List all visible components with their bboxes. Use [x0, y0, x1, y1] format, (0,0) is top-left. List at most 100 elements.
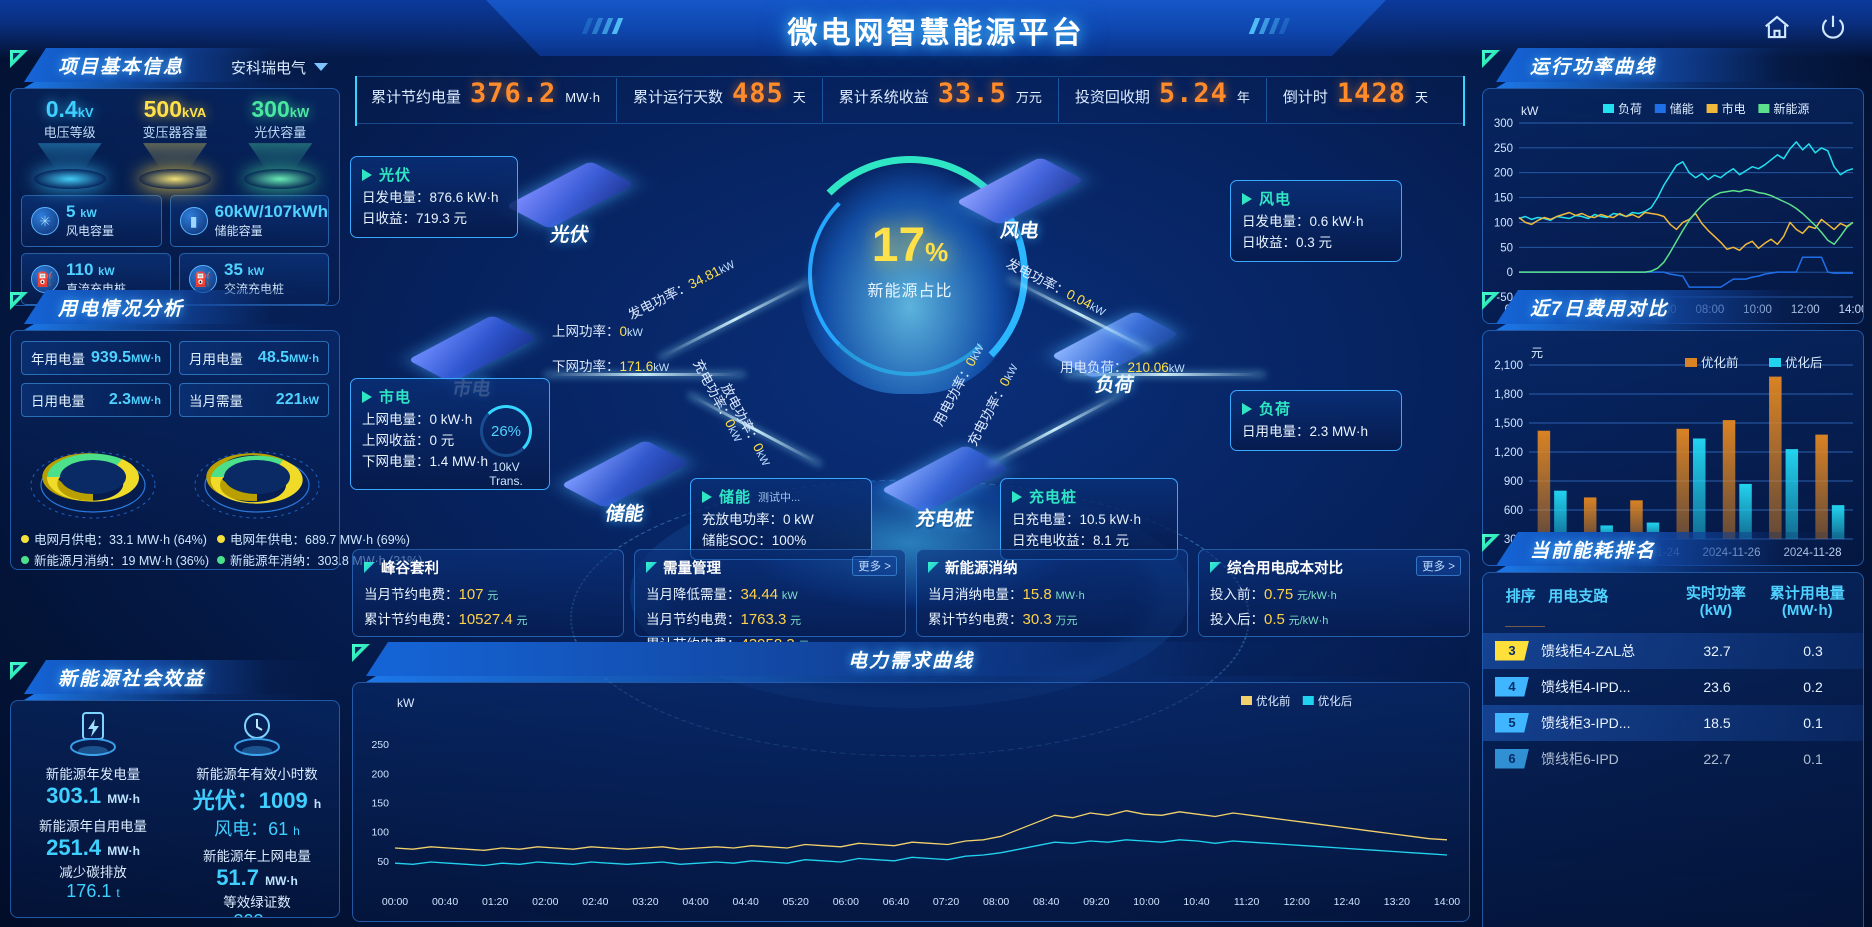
node-wind[interactable]: 风电 — [955, 156, 1085, 243]
svg-text:06:40: 06:40 — [883, 896, 909, 908]
grid-tower-icon — [407, 314, 537, 384]
card-title: 市电 — [379, 389, 412, 406]
svg-text:10:00: 10:00 — [1133, 896, 1159, 908]
mini-value: 60kW/107kWh — [214, 202, 328, 222]
more-button[interactable]: 更多 > — [852, 556, 897, 576]
legend-swatch-icon — [21, 534, 29, 543]
card-row: 充放电功率：0 kW — [702, 512, 814, 527]
social-value-3: 303 — [233, 911, 263, 917]
flow-line-mains — [545, 373, 745, 376]
power-icon[interactable] — [1818, 12, 1848, 42]
table-row[interactable]: 3 馈线柜4-ZAL总 32.7 0.3 — [1483, 632, 1863, 669]
row-power: 18.5 — [1703, 714, 1731, 731]
card-unit: 元 — [790, 615, 802, 627]
usage-value: 2.3 — [108, 391, 132, 408]
social-value-pv: 光伏：1009 — [192, 788, 308, 813]
corner-marker-icon — [352, 644, 370, 662]
card-title: 充电桩 — [1029, 489, 1078, 506]
panel-demand-curve: 电力需求曲线 50 100 150 200 250 00:00 00:40 01:20 02:0… — [352, 642, 1470, 922]
kpi-unit: 年 — [1236, 90, 1250, 105]
kpi-value: 376.2 — [470, 78, 557, 109]
svg-text:12:00: 12:00 — [1284, 896, 1310, 908]
usage-value: 221 — [275, 391, 303, 408]
node-label: 储能 — [603, 504, 646, 525]
arrow-right-icon — [1012, 490, 1022, 503]
marker-icon — [928, 562, 939, 573]
card-unit: 元 — [487, 590, 499, 602]
panel-body: 新能源年发电量 303.1 MW·h 新能源年自用电量 251.4 MW·h 减… — [10, 700, 340, 918]
capacity-unit: kW — [289, 105, 310, 120]
wind-turbine-icon: ✳ — [31, 207, 59, 236]
node-pv[interactable]: 光伏 — [505, 160, 635, 247]
card-key: 当月消纳电量： — [928, 587, 1023, 602]
card-row: 储能SOC：100% — [702, 532, 807, 548]
mini-unit: kW — [80, 208, 97, 221]
gauge-value: 26% — [480, 405, 532, 457]
card-unit: MW·h — [1055, 590, 1085, 602]
svg-text:14:00: 14:00 — [1434, 896, 1460, 908]
card-unit: kW — [781, 590, 798, 602]
rank-badge: 4 — [1495, 676, 1529, 697]
home-icon[interactable] — [1762, 12, 1792, 42]
social-label-3: 减少碳排放 — [59, 865, 127, 880]
node-charger[interactable]: 充电桩 — [880, 444, 1010, 531]
usage-unit: MW·h — [131, 395, 161, 407]
summary-card-demand-management: 需量管理 更多 > 当月降低需量：34.44 kW 当月节约电费：1763.3 … — [634, 549, 906, 653]
panel-usage-analysis: 用电情况分析 年用电量 939.5MW·h 月用电量 48.5MW·h 日用电量… — [10, 290, 422, 570]
card-load: 负荷 日用电量：2.3 MW·h — [1230, 390, 1402, 451]
legend-swatch-icon — [21, 555, 29, 564]
card-key: 累计节约电费： — [928, 612, 1023, 627]
table-row[interactable]: 6 馈线柜6-IPD 22.7 0.1 — [1483, 741, 1863, 777]
panel-body: 排序 用电支路 实时功率 (kW) 累计用电量 (MW·h) 3 馈线柜4-ZAL总… — [1482, 572, 1864, 927]
charger-icon: ⛽ — [189, 265, 217, 294]
flow-unit: kW — [627, 327, 643, 339]
donut-chart-month — [30, 451, 156, 519]
svg-text:1,200: 1,200 — [1494, 447, 1523, 459]
card-value: 1763.3 — [740, 611, 787, 628]
share-value: 17 — [871, 219, 926, 272]
row-branch: 馈线柜4-ZAL总 — [1541, 642, 1636, 659]
mini-label: 储能容量 — [214, 223, 263, 238]
flow-line-load — [1065, 373, 1265, 376]
page-title: 微电网智慧能源平台 — [787, 17, 1085, 50]
more-button[interactable]: 更多 > — [1416, 556, 1461, 576]
chevron-down-icon[interactable] — [314, 63, 328, 71]
svg-text:10:40: 10:40 — [1183, 896, 1209, 908]
corner-marker-icon — [10, 292, 28, 310]
svg-text:08:00: 08:00 — [983, 896, 1009, 908]
kpi-label: 累计运行天数 — [632, 89, 723, 106]
legend-swatch-icon — [217, 555, 226, 564]
table-body: 3 馈线柜4-ZAL总 32.7 0.3 4 馈线柜4-IPD... 23.6 … — [1483, 632, 1863, 777]
social-unit-wind: h — [293, 824, 300, 838]
project-select-value[interactable]: 安科瑞电气 — [230, 60, 306, 77]
legend-text: 电网年供电：689.7 MW·h (69%) — [230, 533, 410, 547]
table-row[interactable]: 4 馈线柜4-IPD... 23.6 0.2 — [1483, 669, 1863, 705]
social-label: 新能源年发电量 — [45, 767, 141, 782]
kpi-item: 投资回收期 5.24 年 — [1059, 78, 1267, 122]
node-storage[interactable]: 储能 — [560, 439, 690, 526]
gauge-label: 10kV Trans. — [489, 460, 523, 488]
kpi-value: 33.5 — [937, 78, 1007, 109]
usage-key: 月用电量 — [189, 352, 243, 367]
demand-curve-chart: 50 100 150 200 250 00:00 00:40 01:20 02:00 02:40 0… — [371, 694, 1460, 908]
usage-key: 当月需量 — [189, 394, 243, 409]
social-value: 303.1 — [46, 783, 102, 808]
capacity-unit: kV — [77, 105, 94, 120]
card-value: 0.5 — [1264, 611, 1285, 628]
card-row: 日发电量：0.6 kW·h — [1242, 214, 1364, 229]
row-power: 22.7 — [1703, 750, 1731, 767]
social-label-2: 新能源年上网电量 — [203, 849, 311, 864]
row-energy: 0.1 — [1803, 750, 1823, 767]
ev-charger-icon — [880, 444, 1010, 514]
flow-key: 发电功率： — [625, 278, 693, 323]
card-key: 累计节约电费： — [364, 612, 459, 627]
wind-turbine-icon — [955, 156, 1085, 226]
legend-item: 电网年供电：689.7 MW·h (69%) — [217, 529, 422, 548]
table-row[interactable]: 5 馈线柜3-IPD... 18.5 0.1 — [1483, 704, 1863, 741]
donut-chart-year — [194, 451, 320, 519]
capacity-label: 变压器容量 — [142, 125, 208, 141]
card-mains: 市电 上网电量：0 kW·h 上网收益：0 元 下网电量：1.4 MW·h 26… — [350, 378, 550, 490]
kpi-unit: MW·h — [565, 90, 600, 105]
column-branch: 用电支路 — [1548, 588, 1609, 605]
svg-text:200: 200 — [371, 768, 389, 780]
